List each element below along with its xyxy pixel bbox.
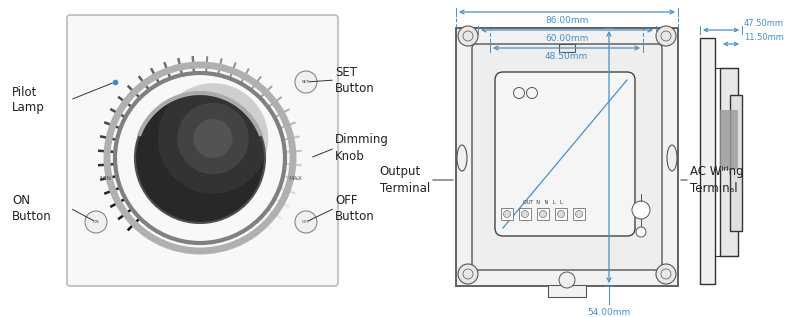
Circle shape	[194, 119, 233, 158]
Circle shape	[558, 210, 565, 217]
Ellipse shape	[667, 145, 677, 171]
Text: OFF: OFF	[302, 220, 310, 224]
Bar	[720, 68, 738, 256]
Bar	[559, 44, 575, 52]
Text: 48.50mm: 48.50mm	[545, 52, 588, 61]
Circle shape	[636, 227, 646, 237]
FancyBboxPatch shape	[495, 72, 635, 236]
Text: ON
Button: ON Button	[12, 193, 52, 223]
Circle shape	[632, 201, 650, 219]
Text: AC Wᴵʳᴵng
Terminₐl: AC Wᴵʳᴵng Terminₐl	[690, 165, 744, 195]
Text: ON: ON	[93, 220, 99, 224]
Bar	[720, 110, 738, 170]
Bar	[537, 208, 549, 220]
Circle shape	[135, 93, 265, 223]
Circle shape	[522, 210, 529, 217]
Circle shape	[656, 264, 676, 284]
Bar	[555, 208, 567, 220]
Text: Output
Terminal: Output Terminal	[380, 165, 430, 195]
Circle shape	[559, 272, 575, 288]
Bar	[730, 95, 742, 231]
Circle shape	[295, 71, 317, 93]
Ellipse shape	[457, 145, 467, 171]
FancyBboxPatch shape	[472, 44, 662, 270]
FancyBboxPatch shape	[67, 15, 338, 286]
Bar	[700, 38, 714, 284]
Circle shape	[526, 87, 538, 99]
Text: OFF
Button: OFF Button	[335, 193, 374, 223]
Circle shape	[178, 103, 249, 174]
Text: Pilot
Lamp: Pilot Lamp	[12, 86, 45, 114]
Text: 11.50mm: 11.50mm	[744, 33, 784, 42]
Text: 60.00mm: 60.00mm	[546, 34, 589, 43]
Text: 47.50mm: 47.50mm	[744, 19, 784, 28]
Text: Dimming
Knob: Dimming Knob	[335, 133, 389, 163]
Text: 86.00mm: 86.00mm	[546, 16, 589, 25]
Circle shape	[539, 210, 546, 217]
Circle shape	[158, 83, 268, 194]
Bar	[573, 208, 585, 220]
Circle shape	[575, 210, 582, 217]
Text: SET
Button: SET Button	[335, 66, 374, 94]
Bar	[519, 208, 531, 220]
Text: OUT  N   N   L   L: OUT N N L L	[523, 200, 563, 205]
Circle shape	[656, 26, 676, 46]
Text: 54.00mm: 54.00mm	[587, 308, 630, 317]
Circle shape	[295, 211, 317, 233]
Text: MAX: MAX	[288, 176, 302, 181]
Circle shape	[458, 264, 478, 284]
Text: MIN: MIN	[99, 176, 111, 181]
Circle shape	[458, 26, 478, 46]
Circle shape	[503, 210, 510, 217]
Circle shape	[85, 211, 107, 233]
Bar	[456, 28, 678, 286]
Bar	[501, 208, 513, 220]
Text: SET: SET	[302, 80, 310, 84]
Bar	[548, 285, 586, 297]
Circle shape	[514, 87, 525, 99]
